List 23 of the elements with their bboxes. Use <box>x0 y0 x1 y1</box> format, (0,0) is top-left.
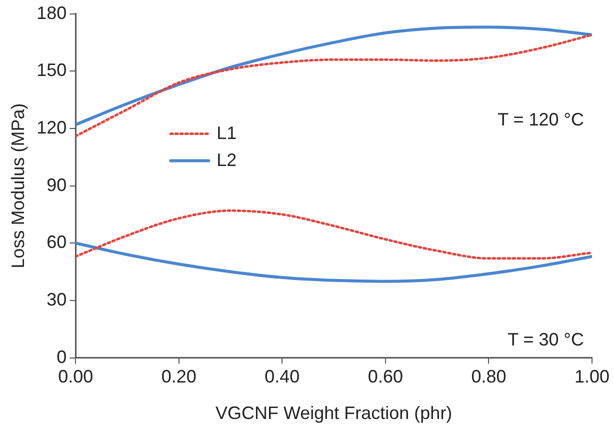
line-series <box>76 242 592 283</box>
y-tick-label: 150 <box>36 60 67 80</box>
annotation: T = 30 °C <box>508 330 584 350</box>
x-tick-label: 0.40 <box>264 366 300 387</box>
legend-label: L2 <box>216 150 237 170</box>
line-series <box>76 26 592 126</box>
y-tick-label: 90 <box>46 174 67 195</box>
x-tick-label: 0.80 <box>471 366 506 387</box>
line-series <box>76 34 592 138</box>
y-tick-label: 120 <box>36 117 67 138</box>
legend-label: L1 <box>216 122 237 143</box>
x-tick-label: 0.00 <box>58 366 94 387</box>
y-tick-label: 180 <box>36 2 67 23</box>
x-tick-label: 1.00 <box>574 366 610 387</box>
y-axis-title: Loss Modulus (MPa) <box>8 103 28 268</box>
x-tick-label: 0.60 <box>368 366 403 387</box>
line-series <box>76 209 592 260</box>
annotation: T = 120 °C <box>498 109 584 130</box>
y-tick-label: 30 <box>46 289 67 310</box>
x-tick-label: 0.20 <box>161 366 196 387</box>
y-tick-label: 0 <box>56 346 67 367</box>
x-axis-title: VGCNF Weight Fraction (phr) <box>215 403 452 424</box>
y-tick-label: 60 <box>46 232 67 252</box>
